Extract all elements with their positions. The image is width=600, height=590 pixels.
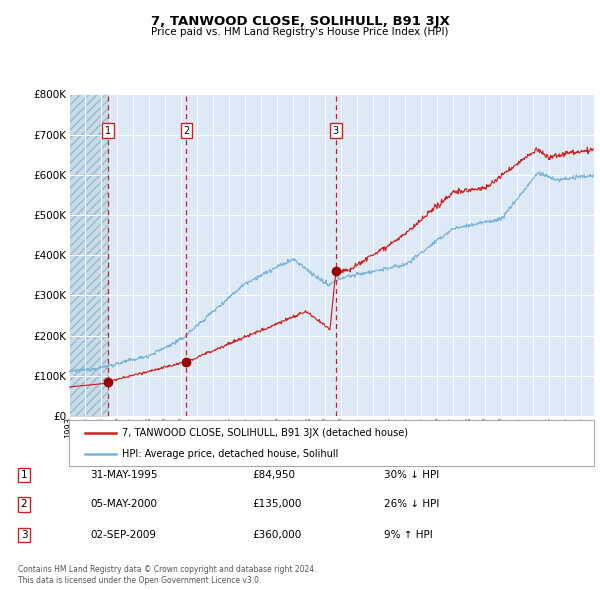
Text: 9% ↑ HPI: 9% ↑ HPI — [384, 530, 433, 540]
Text: 2: 2 — [20, 500, 28, 509]
Text: Price paid vs. HM Land Registry's House Price Index (HPI): Price paid vs. HM Land Registry's House … — [151, 27, 449, 37]
Text: £135,000: £135,000 — [252, 500, 301, 509]
Text: HPI: Average price, detached house, Solihull: HPI: Average price, detached house, Soli… — [121, 448, 338, 458]
Text: 1: 1 — [104, 126, 111, 136]
Text: 3: 3 — [333, 126, 339, 136]
Text: 02-SEP-2009: 02-SEP-2009 — [90, 530, 156, 540]
Text: 31-MAY-1995: 31-MAY-1995 — [90, 470, 157, 480]
Text: 30% ↓ HPI: 30% ↓ HPI — [384, 470, 439, 480]
Text: 7, TANWOOD CLOSE, SOLIHULL, B91 3JX: 7, TANWOOD CLOSE, SOLIHULL, B91 3JX — [151, 15, 449, 28]
Text: 26% ↓ HPI: 26% ↓ HPI — [384, 500, 439, 509]
Text: 1: 1 — [20, 470, 28, 480]
Text: £360,000: £360,000 — [252, 530, 301, 540]
Text: 3: 3 — [20, 530, 28, 540]
Text: £84,950: £84,950 — [252, 470, 295, 480]
Text: 2: 2 — [184, 126, 190, 136]
Text: 7, TANWOOD CLOSE, SOLIHULL, B91 3JX (detached house): 7, TANWOOD CLOSE, SOLIHULL, B91 3JX (det… — [121, 428, 407, 438]
Text: 05-MAY-2000: 05-MAY-2000 — [90, 500, 157, 509]
Text: Contains HM Land Registry data © Crown copyright and database right 2024.
This d: Contains HM Land Registry data © Crown c… — [18, 565, 317, 585]
